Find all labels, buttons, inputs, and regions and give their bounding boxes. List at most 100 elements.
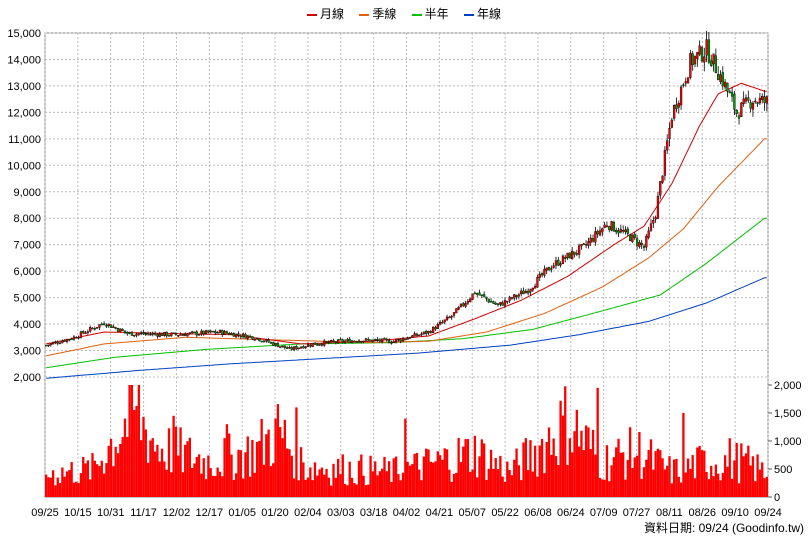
candle-body [501,302,504,306]
volume-bar [452,473,456,497]
volume-bar [489,449,493,497]
candle-body [610,221,613,231]
candle-body [272,342,275,346]
volume-bar [415,452,419,497]
x-tick-label: 03/18 [360,507,388,519]
candle-body [522,290,525,295]
volume-bar [652,469,655,497]
volume-bar [531,471,534,497]
volume-bar [381,468,384,497]
candle-body [91,327,94,330]
volume-bar [761,462,764,497]
volume-bar [487,468,490,497]
ma-year-line [46,277,767,379]
candle-body [177,335,180,337]
volume-bar [56,477,59,497]
candle-body [65,338,69,342]
volume-bar [666,465,669,497]
volume-bar [473,435,477,497]
volume-bar [128,385,131,497]
candle-body [98,324,101,328]
candle-body [679,86,683,106]
volume-bar [413,453,416,497]
candle-body [348,338,351,343]
candle-body [246,335,249,339]
volume-bar [119,444,122,497]
volume-bar [153,451,157,497]
volume-bar [223,438,226,497]
volume-bar [587,427,590,497]
candle-body [751,102,755,110]
volume-bar [496,469,500,497]
volume-bar [557,465,560,497]
volume-bar [573,431,576,497]
candle-body [109,324,113,328]
volume-bar [513,459,516,497]
candle-body [399,339,402,342]
volume-bar [70,462,73,497]
candle-body [756,102,759,104]
candle-body [383,337,386,340]
volume-bar [552,438,555,497]
candle-body [244,333,247,339]
candle-body [153,333,157,335]
x-tick-label: 07/09 [590,507,618,519]
volume-bar [258,440,261,497]
volume-bar [710,465,713,497]
candle-body [652,220,655,224]
volume-bar [172,415,175,497]
candle-body [299,346,303,349]
candle-body [288,347,291,349]
volume-bar [464,439,467,497]
price-tick-label: 2,000 [13,372,41,384]
candle-body [186,333,189,337]
candle-body [584,244,588,246]
candle-body [529,289,532,293]
candle-body [622,230,625,232]
candle-body [151,333,154,335]
volume-bar [364,485,368,497]
volume-bar [469,471,472,497]
volume-bar [45,474,48,497]
candle-body [216,332,219,334]
volume-bar [672,459,676,497]
candle-body [626,228,629,234]
volume-bar [221,476,224,497]
volume-bar [538,445,541,497]
x-tick-label: 12/02 [163,507,191,519]
candle-body [691,53,694,66]
volume-bar [427,449,430,497]
candle-body [649,223,653,231]
x-tick-label: 01/20 [261,507,289,519]
volume-bar [696,447,699,497]
candle-body [105,325,108,327]
candle-body [79,331,83,338]
candle-body [191,331,194,333]
volume-bar [371,471,375,497]
candle-body [689,53,692,78]
candle-body [306,344,310,347]
candle-body [371,339,375,342]
candle-body [374,339,377,341]
volume-bar [181,472,185,497]
volume-bar [290,455,293,497]
candle-body [733,93,736,110]
volume-bar [527,470,530,497]
candle-body [309,344,312,347]
volume-bar [656,448,660,497]
volume-bar [445,449,449,497]
candle-body [130,331,134,336]
candle-body [267,339,270,343]
candle-body [429,331,432,333]
candle-body [730,91,734,97]
volume-bar [72,482,76,497]
candle-body [323,340,326,346]
candle-body [378,339,381,342]
candle-body [717,74,720,81]
candle-body [422,331,426,334]
legend-year: 年線 [464,5,501,22]
volume-bar [684,472,687,497]
candle-body [146,332,150,335]
candle-body [72,336,76,340]
candle-body [543,268,546,276]
